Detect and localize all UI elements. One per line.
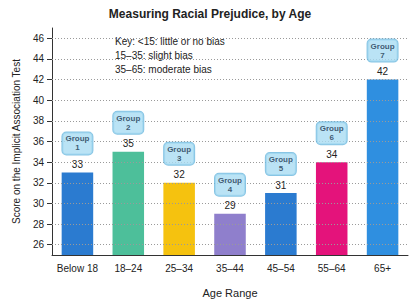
svg-text:3: 3 — [177, 154, 182, 163]
svg-text:30: 30 — [33, 198, 45, 209]
svg-text:46: 46 — [33, 33, 45, 44]
svg-text:44: 44 — [33, 53, 45, 64]
svg-text:34: 34 — [33, 157, 45, 168]
svg-text:Measuring Racial Prejudice, by: Measuring Racial Prejudice, by Age — [109, 7, 312, 21]
svg-text:38: 38 — [33, 115, 45, 126]
svg-text:6: 6 — [329, 133, 334, 142]
svg-text:Age Range: Age Range — [202, 287, 257, 299]
svg-text:32: 32 — [174, 169, 186, 180]
svg-text:Group: Group — [116, 114, 140, 123]
svg-text:29: 29 — [224, 200, 236, 211]
svg-text:Below 18: Below 18 — [57, 263, 99, 274]
svg-text:1: 1 — [75, 143, 80, 152]
svg-text:7: 7 — [380, 51, 385, 60]
svg-text:Key: <15: little or no bias: Key: <15: little or no bias — [115, 36, 225, 47]
svg-text:45–54: 45–54 — [267, 263, 295, 274]
svg-text:35–44: 35–44 — [216, 263, 244, 274]
svg-text:Score on the Implicit Associat: Score on the Implicit Association Test — [11, 59, 22, 224]
svg-text:40: 40 — [33, 95, 45, 106]
svg-text:Group: Group — [269, 155, 293, 164]
svg-text:35–65: moderate bias: 35–65: moderate bias — [115, 64, 212, 75]
svg-text:Group: Group — [167, 145, 191, 154]
svg-text:5: 5 — [279, 164, 284, 173]
svg-text:31: 31 — [275, 180, 287, 191]
svg-text:4: 4 — [228, 185, 233, 194]
svg-text:36: 36 — [33, 136, 45, 147]
svg-text:Group: Group — [320, 124, 344, 133]
svg-text:2: 2 — [126, 123, 131, 132]
svg-text:Group: Group — [371, 42, 395, 51]
svg-text:26: 26 — [33, 239, 45, 250]
svg-text:42: 42 — [377, 66, 389, 77]
svg-text:Group: Group — [65, 134, 89, 143]
svg-text:55–64: 55–64 — [318, 263, 346, 274]
svg-text:18–24: 18–24 — [114, 263, 142, 274]
svg-text:65+: 65+ — [374, 263, 391, 274]
svg-text:35: 35 — [123, 138, 135, 149]
svg-text:32: 32 — [33, 177, 45, 188]
svg-text:34: 34 — [326, 149, 338, 160]
svg-text:33: 33 — [72, 159, 84, 170]
svg-text:42: 42 — [33, 74, 45, 85]
svg-text:15–35: slight bias: 15–35: slight bias — [115, 50, 193, 61]
svg-text:25–34: 25–34 — [165, 263, 193, 274]
svg-text:Group: Group — [218, 176, 242, 185]
svg-text:28: 28 — [33, 219, 45, 230]
